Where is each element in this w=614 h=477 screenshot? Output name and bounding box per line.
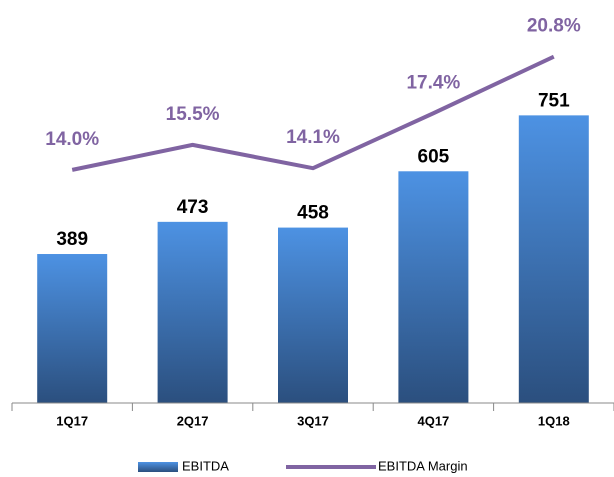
x-tick-label: 2Q17 bbox=[177, 413, 209, 428]
bar bbox=[398, 171, 469, 403]
bar-value-label: 751 bbox=[538, 90, 570, 111]
x-tick-label: 1Q17 bbox=[56, 413, 88, 428]
bar bbox=[37, 254, 108, 403]
bar-value-label: 389 bbox=[56, 229, 88, 250]
legend-label: EBITDA bbox=[182, 458, 229, 473]
line-value-label: 20.8% bbox=[527, 16, 581, 37]
bar-value-label: 458 bbox=[297, 203, 329, 224]
x-tick-label: 1Q18 bbox=[538, 413, 570, 428]
legend-label: EBITDA Margin bbox=[378, 458, 468, 473]
x-tick-label: 4Q17 bbox=[417, 413, 449, 428]
line-value-label: 14.0% bbox=[45, 129, 99, 150]
bar-value-label: 473 bbox=[177, 197, 209, 218]
bar bbox=[278, 227, 348, 403]
margin-line bbox=[71, 54, 555, 172]
line-value-label: 14.1% bbox=[286, 127, 340, 148]
bar bbox=[157, 221, 228, 403]
line-value-label: 15.5% bbox=[166, 104, 220, 125]
bar-value-label: 605 bbox=[418, 146, 450, 167]
x-tick-label: 3Q17 bbox=[297, 413, 329, 428]
legend-swatch bbox=[138, 462, 178, 472]
line-value-label: 17.4% bbox=[406, 72, 460, 93]
bar bbox=[518, 115, 589, 403]
